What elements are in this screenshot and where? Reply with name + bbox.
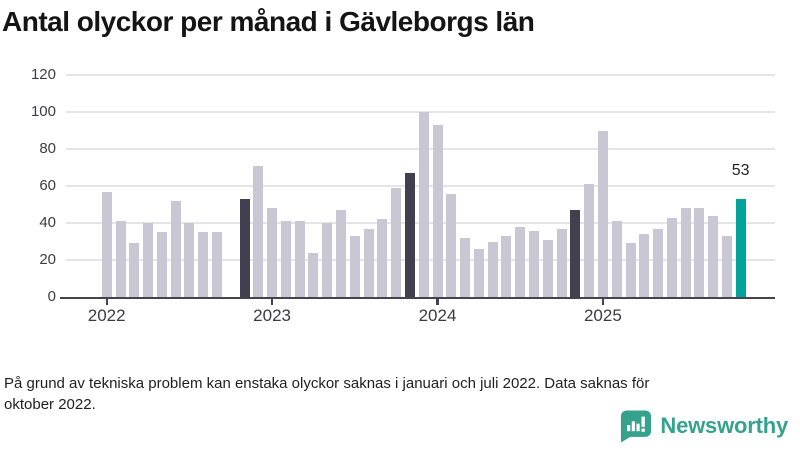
- bar-2023-03: [294, 221, 305, 297]
- bar-2023-07: [349, 236, 360, 297]
- bar-2025-02: [611, 221, 622, 297]
- footnote-line-2: oktober 2022.: [4, 396, 96, 414]
- bar-2025-04: [639, 234, 650, 297]
- bar-2025-10: [721, 236, 732, 297]
- bar-2023-04: [308, 252, 319, 297]
- bar-2022-08: [198, 232, 209, 297]
- x-axis-label-2022: 2022: [87, 306, 126, 325]
- bar-2024-01: [432, 125, 443, 297]
- bar-2024-10: [556, 228, 567, 297]
- x-axis-tick-2025: [601, 299, 605, 305]
- x-axis-label-2024: 2024: [418, 306, 457, 325]
- bar-2023-01: [267, 208, 278, 297]
- bar-2022-12: [253, 165, 264, 297]
- bar-2023-06: [336, 210, 346, 297]
- bar-2025-11: [735, 199, 746, 297]
- bar-2024-05: [487, 241, 498, 297]
- y-axis-label-120: 120: [30, 66, 56, 84]
- bar-2023-11: [404, 173, 415, 297]
- y-axis-label-60: 60: [39, 177, 56, 195]
- y-axis-label-0: 0: [47, 288, 56, 305]
- y-axis-label-80: 80: [39, 140, 56, 158]
- bar-2023-12: [418, 112, 429, 298]
- x-axis-line: [60, 296, 775, 299]
- bar-2025-05: [653, 228, 663, 297]
- x-axis-label-2025: 2025: [583, 306, 622, 325]
- y-axis-label-40: 40: [39, 214, 56, 232]
- bar-2022-05: [156, 232, 167, 297]
- current-value-label: 53: [731, 162, 750, 179]
- x-axis-tick-2023: [270, 299, 274, 305]
- bar-2024-08: [529, 230, 539, 297]
- bar-2023-05: [322, 223, 333, 297]
- y-axis-label-100: 100: [30, 103, 56, 121]
- newsworthy-wordmark: Newsworthy: [660, 413, 788, 438]
- bar-2025-09: [708, 215, 719, 297]
- gridline-100: [66, 111, 775, 114]
- bar-2024-11: [570, 210, 581, 297]
- bar-2023-10: [391, 188, 402, 297]
- bar-2024-06: [501, 236, 512, 297]
- x-axis-tick-2022: [105, 299, 108, 305]
- bar-2024-03: [460, 237, 471, 297]
- y-axis-label-20: 20: [39, 251, 56, 269]
- bar-2024-02: [446, 193, 457, 297]
- newsworthy-bubble-chart-icon: [621, 410, 652, 442]
- bar-2023-02: [280, 221, 291, 297]
- bar-2022-11: [239, 199, 250, 297]
- bar-2025-03: [625, 243, 636, 297]
- bar-2025-01: [597, 130, 608, 297]
- newsworthy-logo: Newsworthy: [620, 408, 788, 444]
- bar-2022-06: [170, 200, 181, 297]
- x-axis-tick-2024: [436, 299, 439, 305]
- footnote-line-1: På grund av tekniska problem kan enstaka…: [4, 375, 650, 392]
- bar-2024-09: [542, 239, 553, 297]
- bar-2022-02: [115, 221, 126, 297]
- bar-2023-08: [363, 228, 374, 297]
- gridline-120: [66, 74, 775, 77]
- bar-2024-04: [473, 249, 484, 297]
- bar-2022-03: [129, 243, 140, 297]
- bar-2024-07: [515, 226, 526, 297]
- bar-2022-01: [101, 191, 112, 297]
- bar-2025-08: [694, 208, 705, 297]
- chart-title: Antal olyckor per månad i Gävleborgs län: [2, 6, 535, 37]
- footnote: På grund av tekniska problem kan enstaka…: [4, 373, 776, 416]
- bar-2025-07: [680, 208, 691, 297]
- bar-2022-09: [212, 232, 222, 297]
- bar-2024-12: [584, 184, 595, 297]
- x-axis-label-2023: 2023: [253, 306, 291, 325]
- bar-2022-04: [143, 223, 153, 297]
- bar-2023-09: [377, 219, 388, 297]
- bar-2025-06: [666, 217, 677, 297]
- bar-2022-07: [184, 223, 195, 297]
